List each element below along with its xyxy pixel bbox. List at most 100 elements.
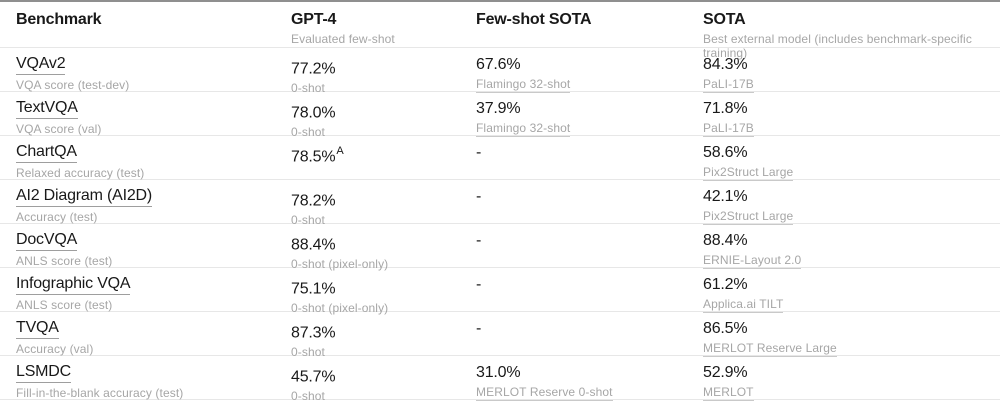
benchmark-link[interactable]: TextVQA [16,99,78,119]
benchmark-link[interactable]: LSMDC [16,363,71,383]
column-title: Benchmark [16,11,102,28]
sota-value: 42.1% [703,188,748,205]
column-subtitle: Evaluated few-shot [291,32,395,46]
benchmark-cell: AI2 Diagram (AI2D) Accuracy (test) [16,187,291,227]
fewshot-sota-value: 67.6% [476,56,521,73]
fewshot-sota-cell: 67.6% Flamingo 32-shot [476,55,703,95]
benchmark-link[interactable]: VQAv2 [16,55,66,75]
sota-cell: 88.4% ERNIE-Layout 2.0 [703,231,1000,271]
sota-value: 84.3% [703,56,748,73]
benchmark-metric: VQA score (test-dev) [16,78,130,92]
fewshot-sota-value: - [476,144,482,161]
gpt4-value: 88.4% [291,236,336,254]
fewshot-sota-cell: - [476,143,703,181]
table-row: VQAv2 VQA score (test-dev) 77.2% 0-shot … [0,48,1000,95]
fewshot-sota-value: - [476,276,482,293]
fewshot-sota-model-link[interactable]: Flamingo 32-shot [476,121,571,137]
sota-model-link[interactable]: Pix2Struct Large [703,165,794,181]
gpt4-cell: 77.2% 0-shot [291,55,476,95]
benchmark-link[interactable]: AI2 Diagram (AI2D) [16,187,152,207]
header-cell-gpt4: GPT-4 Evaluated few-shot [291,10,476,60]
gpt4-note: 0-shot [291,389,325,404]
table-row: AI2 Diagram (AI2D) Accuracy (test) 78.2%… [0,180,1000,227]
gpt4-cell: 78.2% 0-shot [291,187,476,227]
benchmark-cell: ChartQA Relaxed accuracy (test) [16,143,291,181]
sota-model-link[interactable]: PaLI-17B [703,121,754,137]
fewshot-sota-cell: - [476,231,703,271]
benchmark-metric: Fill-in-the-blank accuracy (test) [16,386,184,400]
fewshot-sota-value: 31.0% [476,364,521,381]
table-row: ChartQA Relaxed accuracy (test) 78.5%A -… [0,136,1000,181]
sota-value: 61.2% [703,276,748,293]
sota-cell: 71.8% PaLI-17B [703,99,1000,139]
sota-cell: 42.1% Pix2Struct Large [703,187,1000,227]
fewshot-sota-model-link[interactable]: Flamingo 32-shot [476,77,571,93]
benchmark-cell: TVQA Accuracy (val) [16,319,291,359]
column-title: Few-shot SOTA [476,11,592,28]
benchmark-metric: VQA score (val) [16,122,102,136]
sota-value: 58.6% [703,144,748,161]
column-title: GPT-4 [291,11,337,28]
gpt4-value: 78.2% [291,192,336,210]
benchmark-cell: TextVQA VQA score (val) [16,99,291,139]
benchmark-link[interactable]: DocVQA [16,231,77,251]
sota-model-link[interactable]: MERLOT Reserve Large [703,341,837,357]
benchmark-cell: VQAv2 VQA score (test-dev) [16,55,291,95]
table-row: Infographic VQA ANLS score (test) 75.1% … [0,268,1000,315]
header-cell-sota: SOTA Best external model (includes bench… [703,10,1000,60]
sota-cell: 61.2% Applica.ai TILT [703,275,1000,315]
column-title: SOTA [703,11,746,28]
gpt4-cell: 78.5%A [291,143,476,181]
gpt4-value: 78.0% [291,104,336,122]
gpt4-cell: 75.1% 0-shot (pixel-only) [291,275,476,315]
fewshot-sota-value: - [476,188,482,205]
benchmark-metric: Accuracy (test) [16,210,98,224]
gpt4-value: 87.3% [291,324,336,342]
gpt4-value: 77.2% [291,60,336,78]
fewshot-sota-cell: 31.0% MERLOT Reserve 0-shot [476,363,703,403]
header-cell-fewshot-sota: Few-shot SOTA [476,10,703,60]
sota-model-link[interactable]: MERLOT [703,385,754,401]
sota-model-link[interactable]: PaLI-17B [703,77,754,93]
fewshot-sota-cell: - [476,319,703,359]
table-row: LSMDC Fill-in-the-blank accuracy (test) … [0,356,1000,404]
fewshot-sota-model-link[interactable]: MERLOT Reserve 0-shot [476,385,613,401]
sota-cell: 84.3% PaLI-17B [703,55,1000,95]
gpt4-cell: 78.0% 0-shot [291,99,476,139]
header-cell-benchmark: Benchmark [16,10,291,60]
benchmark-link[interactable]: Infographic VQA [16,275,131,295]
sota-cell: 52.9% MERLOT [703,363,1000,403]
table-row: DocVQA ANLS score (test) 88.4% 0-shot (p… [0,224,1000,272]
fewshot-sota-value: - [476,320,482,337]
benchmark-link[interactable]: ChartQA [16,143,77,163]
gpt4-note: 0-shot [291,125,325,140]
sota-value: 86.5% [703,320,748,337]
fewshot-sota-cell: 37.9% Flamingo 32-shot [476,99,703,139]
sota-model-link[interactable]: Pix2Struct Large [703,209,794,225]
gpt4-value: 75.1% [291,280,336,298]
sota-cell: 58.6% Pix2Struct Large [703,143,1000,181]
sota-cell: 86.5% MERLOT Reserve Large [703,319,1000,359]
table-body: VQAv2 VQA score (test-dev) 77.2% 0-shot … [0,48,1000,404]
sota-value: 52.9% [703,364,748,381]
table-row: TVQA Accuracy (val) 87.3% 0-shot - 86.5%… [0,312,1000,359]
fewshot-sota-value: - [476,232,482,249]
sota-model-link[interactable]: Applica.ai TILT [703,297,784,313]
table-row: TextVQA VQA score (val) 78.0% 0-shot 37.… [0,92,1000,139]
column-subtitle: Best external model (includes benchmark-… [703,32,972,60]
gpt4-cell: 87.3% 0-shot [291,319,476,359]
table-header-row: Benchmark GPT-4 Evaluated few-shot Few-s… [0,2,1000,60]
gpt4-note: 0-shot [291,345,325,360]
gpt4-note: 0-shot (pixel-only) [291,257,389,272]
benchmark-metric: Accuracy (val) [16,342,94,356]
gpt4-note: 0-shot (pixel-only) [291,301,389,316]
benchmark-metric: Relaxed accuracy (test) [16,166,145,180]
sota-value: 71.8% [703,100,748,117]
gpt4-value: 78.5%A [291,145,344,166]
benchmark-link[interactable]: TVQA [16,319,59,339]
gpt4-value: 45.7% [291,368,336,386]
benchmark-cell: LSMDC Fill-in-the-blank accuracy (test) [16,363,291,403]
sota-model-link[interactable]: ERNIE-Layout 2.0 [703,253,802,269]
gpt4-note: 0-shot [291,81,325,96]
